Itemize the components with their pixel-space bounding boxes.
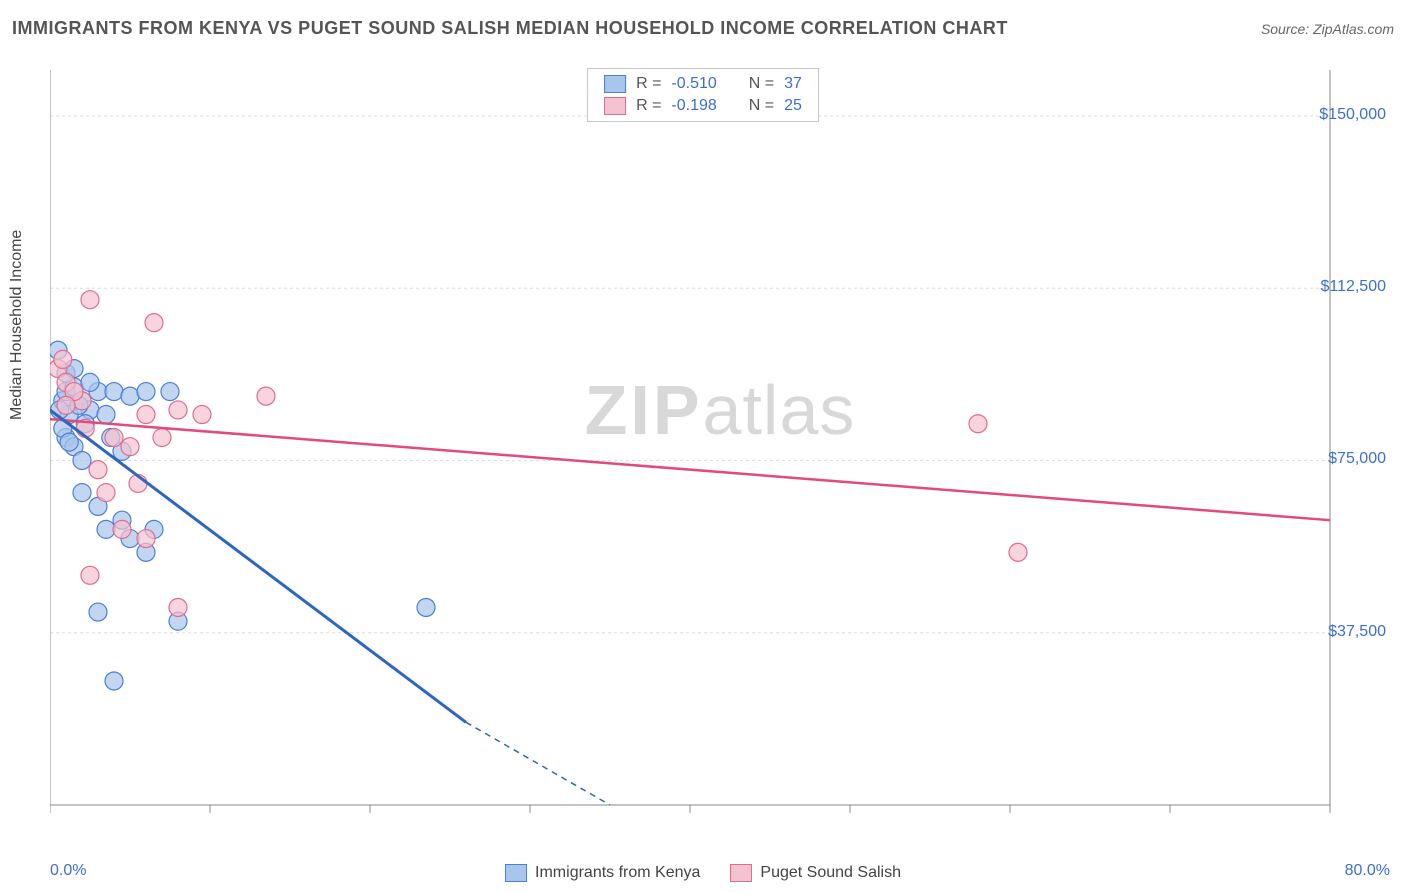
y-axis-label: Median Household Income	[8, 230, 26, 420]
r-value-pink: -0.198	[671, 97, 716, 115]
r-label: R =	[636, 97, 661, 115]
legend-swatch-pink	[604, 97, 626, 115]
y-tick-label: $75,000	[1328, 450, 1386, 468]
plot-area: ZIPatlas	[50, 60, 1390, 820]
legend-row-blue: R = -0.510 N = 37	[604, 73, 802, 95]
legend-item-blue: Immigrants from Kenya	[505, 864, 700, 882]
r-value-blue: -0.510	[671, 75, 716, 93]
legend-label-pink: Puget Sound Salish	[760, 864, 901, 882]
chart-svg	[50, 60, 1390, 820]
y-tick-label: $112,500	[1320, 278, 1386, 296]
source-label: Source: ZipAtlas.com	[1261, 21, 1394, 37]
r-label: R =	[636, 75, 661, 93]
legend-swatch-blue	[604, 75, 626, 93]
bottom-legend: Immigrants from Kenya Puget Sound Salish	[0, 864, 1406, 882]
y-tick-label: $150,000	[1319, 106, 1386, 124]
n-label: N =	[749, 75, 774, 93]
legend-row-pink: R = -0.198 N = 25	[604, 95, 802, 117]
y-tick-label: $37,500	[1328, 623, 1386, 641]
legend-item-pink: Puget Sound Salish	[730, 864, 901, 882]
legend-label-blue: Immigrants from Kenya	[535, 864, 700, 882]
legend-swatch-blue-icon	[505, 864, 527, 882]
n-value-pink: 25	[784, 97, 802, 115]
chart-title: IMMIGRANTS FROM KENYA VS PUGET SOUND SAL…	[12, 18, 1008, 39]
correlation-legend: R = -0.510 N = 37 R = -0.198 N = 25	[587, 68, 819, 122]
n-value-blue: 37	[784, 75, 802, 93]
n-label: N =	[749, 97, 774, 115]
legend-swatch-pink-icon	[730, 864, 752, 882]
